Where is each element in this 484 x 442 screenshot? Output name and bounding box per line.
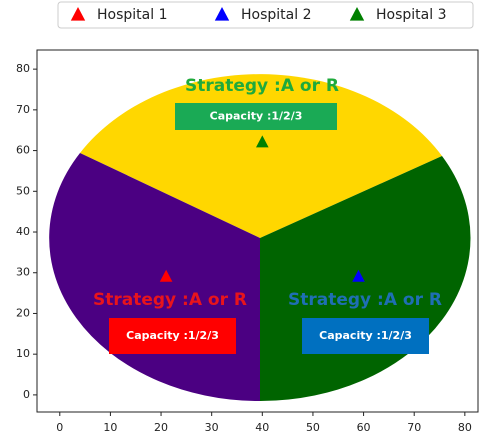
- y-tick-label: 80: [16, 62, 30, 75]
- x-tick-label: 10: [103, 421, 117, 434]
- x-tick-label: 0: [56, 421, 63, 434]
- capacity-box: [175, 103, 337, 130]
- legend-label: Hospital 1: [97, 7, 167, 23]
- strategy-label: Strategy :A or R: [185, 76, 339, 96]
- x-tick-label: 50: [306, 421, 320, 434]
- legend-marker: [214, 7, 230, 21]
- point: [352, 269, 365, 282]
- legend-marker: [349, 7, 365, 21]
- capacity-label: Capacity :1/2/3: [126, 329, 219, 342]
- region-yellow: [80, 74, 442, 239]
- x-tick-label: 70: [407, 421, 421, 434]
- strategy-label: Strategy :A or R: [288, 290, 442, 310]
- legend-marker: [70, 7, 86, 21]
- y-tick-label: 50: [16, 184, 30, 197]
- x-tick-label: 20: [154, 421, 168, 434]
- capacity-box: [109, 318, 236, 354]
- x-tick-label: 30: [205, 421, 219, 434]
- y-tick-label: 10: [16, 347, 30, 360]
- y-tick-label: 30: [16, 266, 30, 279]
- capacity-label: Capacity :1/2/3: [210, 110, 303, 123]
- capacity-label: Capacity :1/2/3: [319, 329, 412, 342]
- x-tick-label: 80: [458, 421, 472, 434]
- x-tick-label: 60: [357, 421, 371, 434]
- legend-frame: [57, 1, 474, 29]
- legend-label: Hospital 2: [241, 7, 311, 23]
- point: [159, 269, 173, 282]
- plot-frame: [36, 49, 479, 413]
- y-tick-label: 20: [16, 306, 30, 319]
- strategy-label: Strategy :A or R: [93, 290, 247, 310]
- y-tick-label: 0: [23, 388, 30, 401]
- legend-label: Hospital 3: [376, 7, 446, 23]
- y-tick-label: 40: [16, 225, 30, 238]
- y-tick-label: 70: [16, 103, 30, 116]
- capacity-box: [302, 318, 429, 354]
- x-tick-label: 40: [255, 421, 269, 434]
- point: [256, 135, 269, 148]
- y-tick-label: 60: [16, 144, 30, 157]
